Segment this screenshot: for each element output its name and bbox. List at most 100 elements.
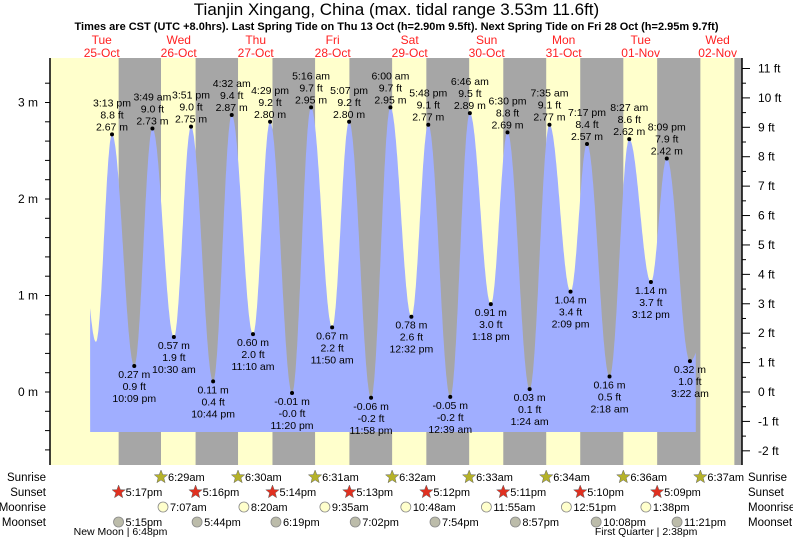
right-axis-label: 2 ft [758, 326, 775, 340]
moonset-time: 11:21pm [684, 517, 726, 529]
tide-time-label: 3:49 am [133, 92, 171, 104]
moonrise-time: 12:51pm [573, 502, 616, 514]
low-tide-point [211, 379, 216, 384]
low-tide-point [132, 363, 137, 368]
low-tide-point [488, 302, 493, 307]
moonset-moon-icon [270, 516, 282, 528]
left-axis-label: 3 m [18, 96, 38, 110]
high-tide-point [547, 122, 552, 127]
sunset-star-icon [572, 484, 588, 499]
date-label: 01-Nov [621, 46, 660, 60]
day-of-week-label: Sat [401, 33, 420, 47]
sunrise-row-label: Sunrise [7, 472, 46, 484]
moonrise-moon-icon [400, 501, 412, 513]
tide-area [90, 107, 696, 433]
high-tide-point [388, 105, 393, 110]
right-axis-label: 5 ft [758, 238, 775, 252]
date-label: 25-Oct [84, 46, 121, 60]
tide-m-label: -0.06 m [353, 401, 389, 413]
moonrise-time: 1:38pm [653, 502, 690, 514]
high-tide-point [268, 119, 273, 124]
moonrise-moon-icon [238, 501, 250, 513]
tide-ft-label: -0.2 ft [358, 413, 385, 425]
moon-phase-label: First Quarter | 2:38pm [595, 526, 698, 538]
tide-time-label: 12:39 am [428, 424, 472, 436]
moonset-moon-icon [671, 516, 683, 528]
tide-time-label: 5:16 am [292, 70, 330, 82]
tide-ft-label: 1.0 ft [678, 376, 701, 388]
sunrise-time: 6:30am [245, 472, 282, 484]
day-of-week-label: Fri [326, 33, 340, 47]
high-tide-point [110, 132, 115, 137]
tide-time-label: 10:30 am [152, 364, 196, 376]
tide-m-label: 0.91 m [475, 307, 507, 319]
tide-m-label: 1.14 m [635, 285, 667, 297]
sunset-star-icon [265, 484, 280, 499]
right-axis-label: 7 ft [758, 179, 775, 193]
tide-ft-label: 3.7 ft [639, 297, 662, 309]
tide-time-label: 8:09 pm [648, 121, 686, 133]
left-axis-label: 0 m [18, 385, 38, 399]
right-axis-label: 9 ft [758, 120, 775, 134]
date-label: 31-Oct [546, 46, 583, 60]
tide-time-label: 3:51 pm [172, 90, 210, 102]
tide-ft-label: 3.0 ft [479, 319, 502, 331]
high-tide-point [467, 111, 472, 116]
moonrise-time: 10:48am [413, 502, 456, 514]
sunset-time: 5:12pm [433, 487, 470, 499]
low-tide-point [568, 289, 573, 294]
tide-time-label: 12:32 pm [389, 344, 433, 356]
tide-m-label: 0.78 m [395, 320, 427, 332]
tide-ft-label: 8.4 ft [575, 119, 598, 131]
sunset-time: 5:17pm [126, 487, 163, 499]
tide-m-label: 2.89 m [454, 100, 486, 112]
sunrise-time: 6:29am [168, 472, 205, 484]
tide-time-label: 6:30 pm [489, 95, 527, 107]
date-label: 26-Oct [161, 46, 198, 60]
tide-ft-label: 9.4 ft [220, 90, 243, 102]
right-axis-label: -2 ft [758, 444, 779, 458]
high-tide-point [664, 156, 669, 161]
sunset-row-label-right: Sunset [748, 487, 785, 499]
sunrise-star-icon [693, 469, 708, 484]
low-tide-point [330, 325, 335, 330]
moonrise-row-label: Moonrise [0, 502, 46, 514]
tide-ft-label: 9.1 ft [417, 100, 440, 112]
high-tide-point [150, 126, 155, 131]
tide-ft-label: 2.2 ft [320, 342, 343, 354]
tide-m-label: 2.62 m [613, 126, 645, 138]
tide-time-label: 5:07 pm [330, 85, 368, 97]
sunset-star-icon [495, 484, 511, 499]
high-tide-point [426, 122, 431, 127]
moonset-moon-icon [590, 516, 602, 528]
high-tide-point [627, 137, 632, 142]
tide-time-label: 11:50 am [311, 354, 354, 366]
low-tide-point [648, 279, 653, 284]
moonrise-time: 11:55am [493, 502, 535, 514]
day-of-week-label: Mon [552, 33, 575, 47]
date-label: 29-Oct [392, 46, 429, 60]
tide-ft-label: 9.2 ft [337, 97, 360, 109]
tide-ft-label: 2.0 ft [241, 349, 264, 361]
date-label: 28-Oct [315, 46, 352, 60]
tide-m-label: 2.42 m [651, 145, 683, 157]
sunrise-time: 6:32am [399, 472, 436, 484]
right-axis-label: 10 ft [758, 91, 782, 105]
tide-m-label: 0.67 m [316, 330, 348, 342]
tide-ft-label: 8.6 ft [618, 114, 641, 126]
right-axis-label: 1 ft [758, 356, 775, 370]
day-of-week-label: Tue [92, 33, 113, 47]
right-axis-label: 11 ft [758, 61, 781, 75]
sunrise-star-icon [230, 469, 246, 484]
right-axis-label: 3 ft [758, 297, 775, 311]
day-of-week-label: Thu [245, 33, 266, 47]
moonset-moon-icon [429, 516, 441, 528]
sunset-star-icon [111, 484, 126, 499]
moonrise-moon-icon [480, 501, 492, 513]
sunrise-time: 6:37am [707, 472, 744, 484]
right-axis-label: 4 ft [758, 267, 775, 281]
tide-m-label: 2.75 m [175, 114, 207, 126]
tide-m-label: 2.95 m [295, 94, 327, 106]
moonrise-moon-icon [157, 501, 169, 513]
